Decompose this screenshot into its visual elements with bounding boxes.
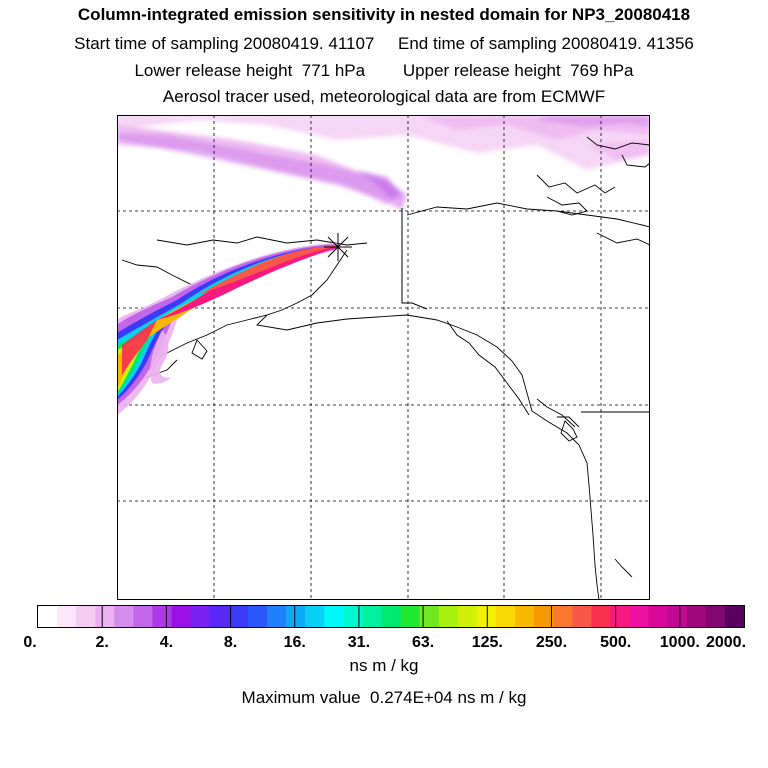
colorbar-frame [37,605,745,628]
start-value: 20080419. 41107 [243,34,375,53]
colorbar-cell [266,606,287,627]
maximum-value-line: Maximum value 0.274E+04 ns m / kg [0,688,768,708]
colorbar-cell [705,606,726,627]
colorbar-cell [457,606,478,627]
start-label: Start time of sampling [74,34,239,53]
map-title: Column-integrated emission sensitivity i… [77,5,691,24]
colorbar-cell [190,606,211,627]
colorbar-cell [419,606,440,627]
colorbar-cell [324,606,344,627]
maximum-unit: ns m / kg [457,688,527,707]
colorbar-cell [247,606,268,627]
lat-lon-grid [117,115,650,600]
colorbar-tick-label: 0. [23,634,36,651]
colorbar-cell [362,606,382,627]
colorbar-tick-label: 1000. [660,634,700,651]
colorbar-cell [553,606,573,627]
colorbar-cells [38,606,745,627]
colorbar-cell [114,606,134,627]
colorbar-tick-label: 2. [96,634,109,651]
colorbar-tick-label: 31. [348,634,370,651]
colorbar-labels: 0. 2. 4. 8. 16. 31. 63. 125. 250. 500. 1000. 2000. [23,634,746,651]
colorbar-cell [76,606,96,627]
map-frame [117,115,650,600]
end-label: End time of sampling [398,34,557,53]
colorbar-cell [534,606,554,627]
colorbar-cell [686,606,707,627]
colorbar-tick-label: 4. [160,634,173,651]
tracer-info: Aerosol tracer used, meteorological data… [162,87,606,106]
colorbar-cell [171,606,192,627]
release-height-line: Lower release height 771 hPa Upper relea… [0,61,768,81]
colorbar-tick-label: 16. [284,634,306,651]
colorbar-cell [209,606,230,627]
colorbar-cell [591,606,611,627]
star-marker-icon [324,233,352,261]
colorbar-cell [667,606,688,627]
colorbar-cell [381,606,402,627]
upper-value: 769 hPa [570,61,634,80]
upper-label: Upper release height [402,61,561,80]
colorbar-ticks [101,606,681,627]
colorbar-tick-label: 250. [536,634,567,651]
colorbar-cell [400,606,421,627]
colorbar-unit: ns m / kg [349,656,419,675]
colorbar-cell [38,606,58,627]
colorbar-cell [305,606,325,627]
colorbar-cell [286,606,306,627]
colorbar-cell [343,606,363,627]
colorbar-tick-label: 63. [412,634,434,651]
colorbar-cell [572,606,592,627]
colorbar-tick-label: 2000. [706,634,746,651]
colorbar-cell [476,606,497,627]
colorbar-cell [515,606,535,627]
lower-value: 771 hPa [301,61,366,80]
colorbar-cell [629,606,650,627]
maximum-label: Maximum value [241,688,361,707]
emission-sensitivity-plume [117,243,339,415]
colorbar-cell [438,606,459,627]
colorbar-cell [228,606,249,627]
colorbar-cell [57,606,77,627]
colorbar-cell [610,606,631,627]
colorbar-cell [495,606,516,627]
colorbar-cell [152,606,173,627]
colorbar-tick-label: 125. [472,634,503,651]
colorbar-cell [133,606,153,627]
colorbar-cell [724,606,745,627]
colorbar-cell [95,606,115,627]
end-value: 20080419. 41356 [561,34,694,53]
sampling-time-line: Start time of sampling 20080419. 41107 E… [0,34,768,54]
arctic-sensitivity-haze [117,115,650,210]
lower-label: Lower release height [134,61,293,80]
colorbar-cell [648,606,669,627]
political-borders [401,208,650,413]
colorbar-tick-label: 8. [224,634,237,651]
map-panel [117,115,650,600]
maximum-value: 0.274E+04 [370,688,453,707]
colorbar: 0. 2. 4. 8. 16. 31. 63. 125. 250. 500. 1000. 2000. [23,605,746,651]
colorbar-tick-label: 500. [600,634,631,651]
